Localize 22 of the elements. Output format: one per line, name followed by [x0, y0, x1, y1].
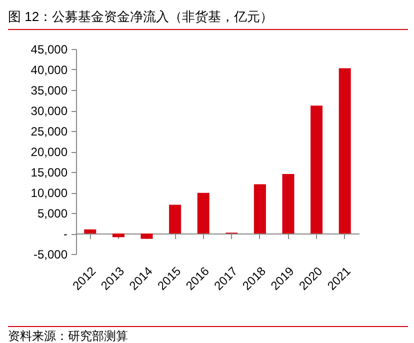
- bar: [254, 184, 266, 234]
- chart-title: 图 12：公募基金资金净流入（非货基，亿元）: [8, 8, 274, 26]
- y-tick-label: 40,000: [30, 63, 68, 77]
- y-tick-label: 15,000: [30, 166, 68, 180]
- y-tick-label: 5,000: [37, 206, 68, 220]
- bar: [310, 106, 323, 234]
- bar: [197, 192, 210, 234]
- y-tick-label: -5,000: [33, 248, 68, 262]
- y-tick-label: 35,000: [30, 84, 68, 98]
- bar: [112, 234, 124, 238]
- bar: [84, 229, 96, 234]
- y-tick-label: -: [64, 227, 68, 241]
- y-tick-label: 10,000: [30, 186, 68, 200]
- y-tick-label: 25,000: [30, 124, 68, 138]
- y-tick-label: 45,000: [30, 42, 68, 56]
- y-tick-label: 30,000: [30, 104, 68, 118]
- bar: [140, 234, 153, 239]
- text: 资料来源：研究部测算: [8, 328, 128, 343]
- bar: [169, 204, 182, 234]
- bar: [338, 68, 351, 234]
- y-tick-label: 20,000: [30, 145, 68, 159]
- bar: [282, 174, 294, 234]
